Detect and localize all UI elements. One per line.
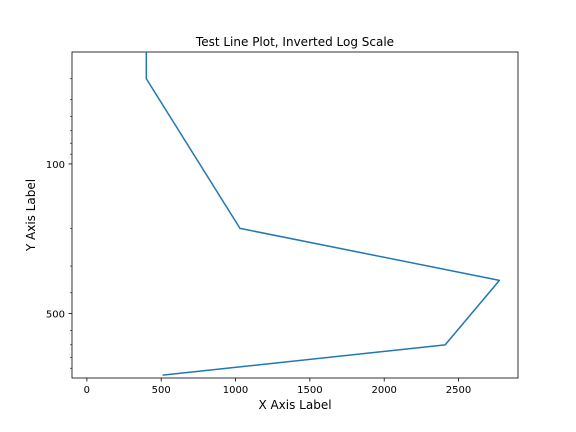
x-tick-label: 0: [84, 385, 90, 396]
series-layer: [145, 52, 501, 376]
x-tick-label: 1500: [297, 385, 322, 396]
x-axis: 0 500 1000 1500 2000 2500: [84, 378, 471, 396]
plot-area: [71, 51, 519, 379]
x-axis-label: X Axis Label: [258, 398, 331, 412]
y-axis-label: Y Axis Label: [24, 179, 38, 252]
y-tick-label: 100: [46, 160, 65, 171]
chart-title: Test Line Plot, Inverted Log Scale: [195, 35, 394, 49]
x-tick-label: 2500: [446, 385, 471, 396]
series-line: [145, 52, 501, 376]
x-tick-label: 2000: [371, 385, 396, 396]
y-axis: 100 500: [46, 78, 72, 369]
x-tick-label: 500: [152, 385, 171, 396]
y-tick-label: 500: [46, 310, 65, 321]
x-tick-label: 1000: [223, 385, 248, 396]
plot-frame: [71, 51, 519, 379]
